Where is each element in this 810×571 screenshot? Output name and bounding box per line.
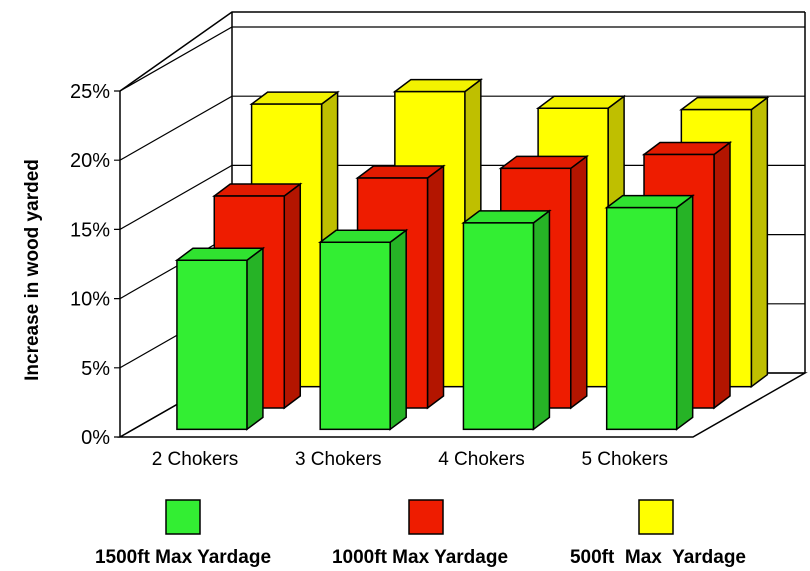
bar bbox=[461, 209, 552, 431]
y-axis-label: Increase in wood yarded bbox=[22, 159, 43, 381]
legend-swatch bbox=[408, 499, 444, 535]
legend-label: 1500ft Max Yardage bbox=[95, 547, 271, 568]
y-tick-label: 25% bbox=[70, 81, 110, 103]
gridline bbox=[114, 95, 805, 161]
bar bbox=[604, 194, 695, 431]
category-label: 3 Chokers bbox=[295, 449, 382, 470]
y-tick-label: 20% bbox=[70, 150, 110, 172]
legend-swatch bbox=[638, 499, 674, 535]
gridline bbox=[114, 26, 805, 92]
category-labels: 2 Chokers 3 Chokers 4 Chokers 5 Chokers bbox=[152, 449, 668, 470]
category-label: 5 Chokers bbox=[581, 449, 668, 470]
y-tick-label: 0% bbox=[81, 427, 110, 449]
legend-label: 1000ft Max Yardage bbox=[332, 547, 508, 568]
legend-label: 500ft Max Yardage bbox=[570, 547, 746, 568]
y-tick-labels: 0% 5% 10% 15% 20% 25% bbox=[70, 81, 110, 449]
y-tick-label: 15% bbox=[70, 219, 110, 241]
category-label: 2 Chokers bbox=[152, 449, 239, 470]
y-tick-label: 10% bbox=[70, 289, 110, 311]
bars bbox=[174, 78, 770, 431]
y-tick-label: 5% bbox=[81, 358, 110, 380]
category-label: 4 Chokers bbox=[438, 449, 525, 470]
legend: 1500ft Max Yardage 1000ft Max Yardage 500f… bbox=[95, 499, 746, 568]
legend-swatch bbox=[165, 499, 201, 535]
bar bbox=[174, 246, 266, 431]
bar bbox=[317, 228, 409, 431]
